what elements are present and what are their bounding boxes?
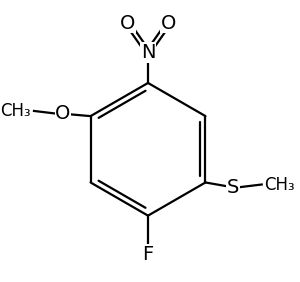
Text: O: O bbox=[161, 14, 176, 33]
Text: N: N bbox=[141, 43, 155, 62]
Text: S: S bbox=[226, 178, 239, 197]
Text: CH₃: CH₃ bbox=[265, 175, 295, 193]
Text: F: F bbox=[142, 245, 154, 264]
Text: O: O bbox=[55, 104, 71, 123]
Text: CH₃: CH₃ bbox=[1, 102, 31, 120]
Text: O: O bbox=[120, 14, 135, 33]
